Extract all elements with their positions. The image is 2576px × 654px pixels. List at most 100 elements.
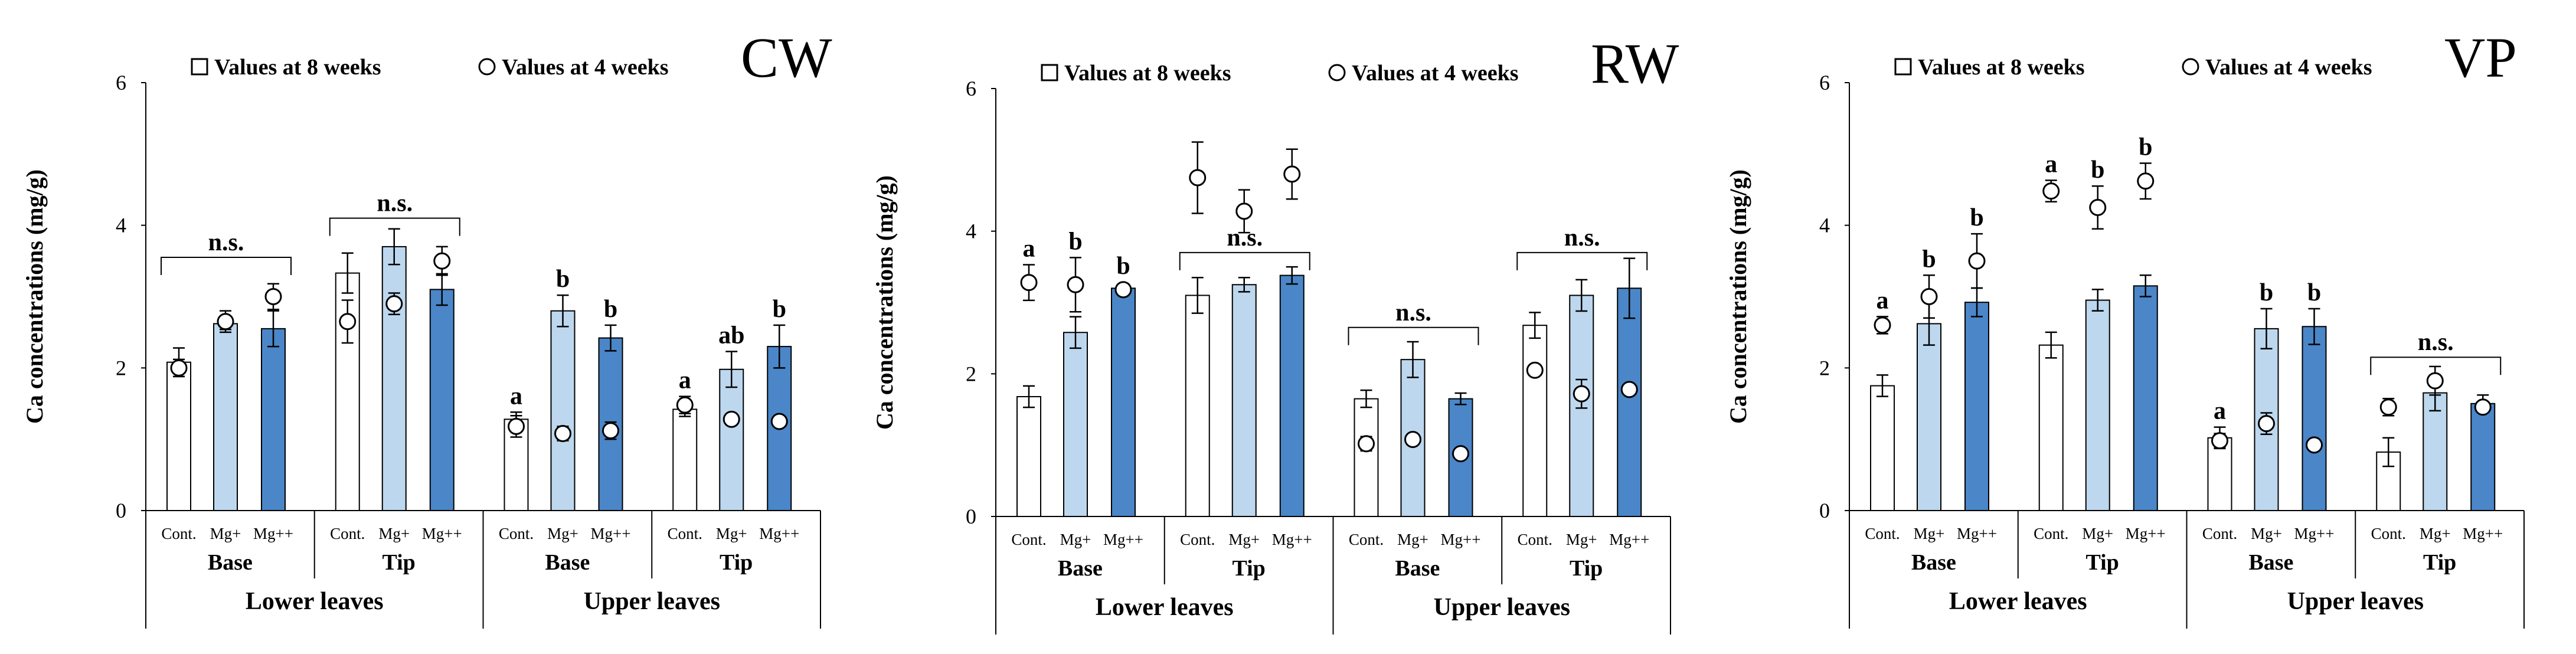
significance-bracket: [1516, 251, 1648, 270]
bar-mgpp: [429, 289, 455, 511]
treatment-label: Mg++: [422, 525, 462, 542]
significance-ns-label: n.s.: [377, 190, 413, 217]
significance-bracket: [1348, 326, 1479, 345]
week4-marker: [554, 425, 571, 442]
category-group: Cont. Mg+ Mg++ a b b Base: [1011, 228, 1143, 581]
week4-marker: [2089, 198, 2107, 216]
bar-mgp: [550, 310, 576, 512]
bar-cont: [1522, 325, 1548, 518]
significance-letter: b: [1922, 246, 1936, 273]
bar-cont: [1354, 398, 1379, 517]
week4-marker: [433, 252, 451, 270]
leaf-group-label: Upper leaves: [1434, 594, 1570, 621]
legend-circle-icon: [1328, 64, 1346, 81]
significance-letter: b: [556, 266, 570, 293]
treatment-label: Mg++: [2126, 525, 2166, 542]
significance-letter: b: [773, 296, 786, 323]
category-group: Cont. Mg+ Mg++ a b b Base: [2202, 279, 2335, 575]
legend-label-8-weeks: Values at 8 weeks: [214, 55, 381, 80]
treatment-label: Cont.: [2202, 525, 2237, 542]
treatment-label: Cont.: [1349, 531, 1384, 548]
week4-marker: [1874, 316, 1891, 334]
significance-letter: a: [1877, 287, 1889, 314]
y-axis-label: Ca concentrations (mg/g): [871, 175, 898, 430]
week4-marker: [2258, 415, 2275, 433]
chart-panel-vp: 0 2 4 6 Ca concentrations (mg/g) VP Values at …: [1725, 26, 2525, 629]
week4-marker: [770, 413, 788, 430]
bar-mgpp: [1617, 287, 1642, 517]
week4-marker: [2379, 398, 2397, 416]
legend-square-icon: [191, 58, 208, 76]
week4-marker: [339, 313, 357, 331]
legend-square-icon: [1041, 64, 1058, 81]
part-label: Tip: [1232, 556, 1265, 581]
treatment-label: Cont.: [1180, 531, 1215, 548]
bar-mgp: [719, 368, 744, 511]
week4-marker: [1067, 276, 1084, 293]
significance-ns-label: n.s.: [2418, 329, 2454, 356]
part-label: Tip: [382, 550, 415, 575]
treatment-label: Mg++: [1441, 531, 1481, 548]
treatment-label: Cont.: [1865, 525, 1900, 542]
treatment-label: Mg++: [253, 525, 293, 542]
leaf-group-label: Lower leaves: [246, 588, 384, 615]
y-tick-label: 0: [1819, 499, 1830, 522]
week4-marker: [1358, 435, 1375, 453]
chart-title: VP: [2444, 26, 2517, 89]
treatment-label: Mg+: [2420, 525, 2451, 542]
legend-circle-icon: [478, 58, 496, 76]
treatment-label: Mg+: [716, 525, 747, 542]
significance-letter: b: [2260, 279, 2273, 306]
bar-mgp: [1231, 284, 1257, 517]
leaf-group-label: Lower leaves: [1096, 594, 1234, 621]
bar-cont: [1016, 396, 1041, 517]
significance-letter: b: [1068, 228, 1082, 255]
y-tick-label: 2: [1819, 356, 1830, 380]
chart-panel-rw: 0 2 4 6 Ca concentrations (mg/g) RW Values at …: [871, 32, 1679, 635]
treatment-label: Cont.: [499, 525, 534, 542]
y-tick-label: 4: [1819, 214, 1830, 237]
week4-marker: [1114, 281, 1132, 299]
bar-mgpp: [2470, 403, 2496, 511]
week4-marker: [508, 417, 525, 435]
treatment-label: Mg+: [547, 525, 578, 542]
significance-bracket: [2370, 357, 2502, 375]
chart-panel-cw: 0 2 4 6 Ca concentrations (mg/g) CW Values at …: [21, 26, 832, 629]
bar-cont: [2038, 344, 2064, 512]
legend-label-4-weeks: Values at 4 weeks: [1352, 61, 1519, 86]
part-label: Tip: [2085, 550, 2119, 575]
bar-cont: [1870, 385, 1895, 512]
significance-letter: b: [2307, 279, 2321, 306]
bar-mgpp: [2302, 326, 2327, 511]
category-group: Cont. Mg+ Mg++ a b b Tip: [2034, 134, 2166, 575]
week4-marker: [170, 359, 188, 377]
significance-ns-label: n.s.: [1227, 224, 1263, 251]
y-tick-label: 4: [966, 220, 976, 243]
week4-marker: [2137, 172, 2155, 190]
treatment-label: Mg++: [1957, 525, 1997, 542]
treatment-label: Cont.: [161, 525, 196, 542]
significance-letter: b: [2091, 156, 2104, 184]
significance-bracket: [1179, 251, 1310, 270]
significance-ns-label: n.s.: [1395, 299, 1431, 326]
significance-letter: a: [510, 382, 522, 410]
treatment-label: Cont.: [1518, 531, 1552, 548]
week4-marker: [2426, 372, 2444, 390]
part-label: Base: [208, 550, 253, 575]
bar-mgpp: [1111, 287, 1136, 517]
treatment-label: Mg+: [2251, 525, 2282, 542]
y-tick-label: 6: [966, 77, 976, 100]
category-group: Cont. Mg+ Mg++ n.s. Tip: [329, 190, 462, 575]
part-label: Base: [1058, 556, 1103, 581]
treatment-label: Mg+: [1397, 531, 1428, 548]
treatment-label: Cont.: [2371, 525, 2406, 542]
significance-letter: b: [2139, 134, 2152, 161]
bar-mgp: [381, 246, 407, 511]
part-label: Tip: [720, 550, 753, 575]
y-tick-label: 6: [116, 71, 126, 94]
treatment-label: Mg+: [1228, 531, 1260, 548]
bar-mgp: [1063, 332, 1088, 517]
treatment-label: Cont.: [330, 525, 365, 542]
treatment-label: Mg++: [2463, 525, 2503, 542]
